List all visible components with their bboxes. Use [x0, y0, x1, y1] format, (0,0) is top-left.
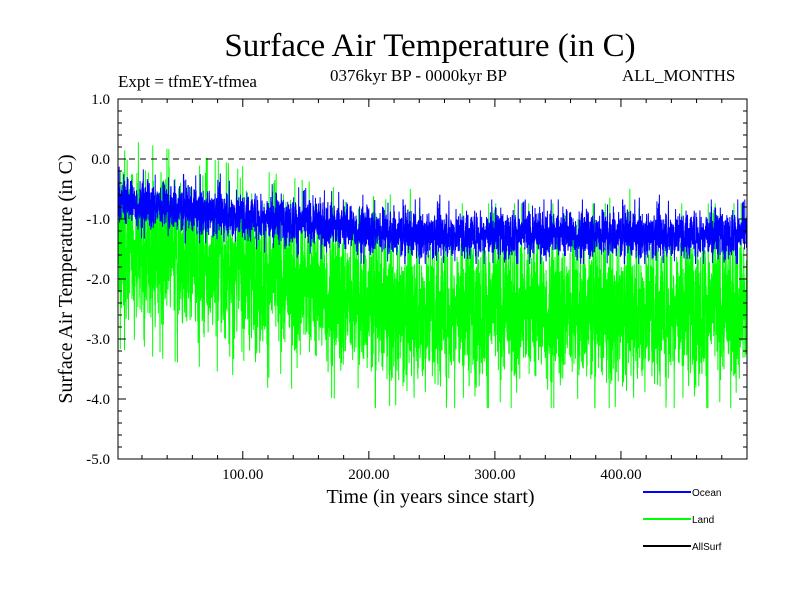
y-axis-label: Surface Air Temperature (in C)	[55, 154, 77, 403]
experiment-label: Expt = tfmEY-tfmea	[118, 72, 257, 91]
y-tick-label: -5.0	[86, 452, 110, 468]
legend-label-ocean: Ocean	[692, 488, 721, 499]
series-line-land	[118, 142, 747, 409]
legend-label-allsurf: AllSurf	[692, 542, 722, 553]
plot-area	[118, 142, 747, 409]
x-tick-label: 200.00	[348, 467, 389, 483]
y-axis: 1.0 0.0 -1.0 -2.0 -3.0 -4.0 -5.0	[86, 92, 747, 468]
months-label: ALL_MONTHS	[622, 66, 736, 85]
x-tick-label: 100.00	[222, 467, 263, 483]
y-tick-label: -1.0	[86, 212, 110, 228]
legend: Ocean Land AllSurf	[643, 488, 722, 553]
y-tick-label: -2.0	[86, 272, 110, 288]
legend-label-land: Land	[692, 515, 714, 526]
y-tick-label: -4.0	[86, 392, 110, 408]
chart-title: Surface Air Temperature (in C)	[224, 28, 636, 64]
x-axis: 100.00 200.00 300.00 400.00	[141, 99, 723, 483]
series-line-ocean	[118, 166, 747, 265]
x-tick-label: 300.00	[474, 467, 515, 483]
x-axis-label: Time (in years since start)	[326, 486, 534, 508]
y-tick-label: -3.0	[86, 332, 110, 348]
time-range-label: 0376kyr BP - 0000kyr BP	[330, 66, 507, 85]
y-tick-label: 1.0	[91, 92, 110, 108]
x-tick-label: 400.00	[600, 467, 641, 483]
y-tick-label: 0.0	[91, 152, 110, 168]
